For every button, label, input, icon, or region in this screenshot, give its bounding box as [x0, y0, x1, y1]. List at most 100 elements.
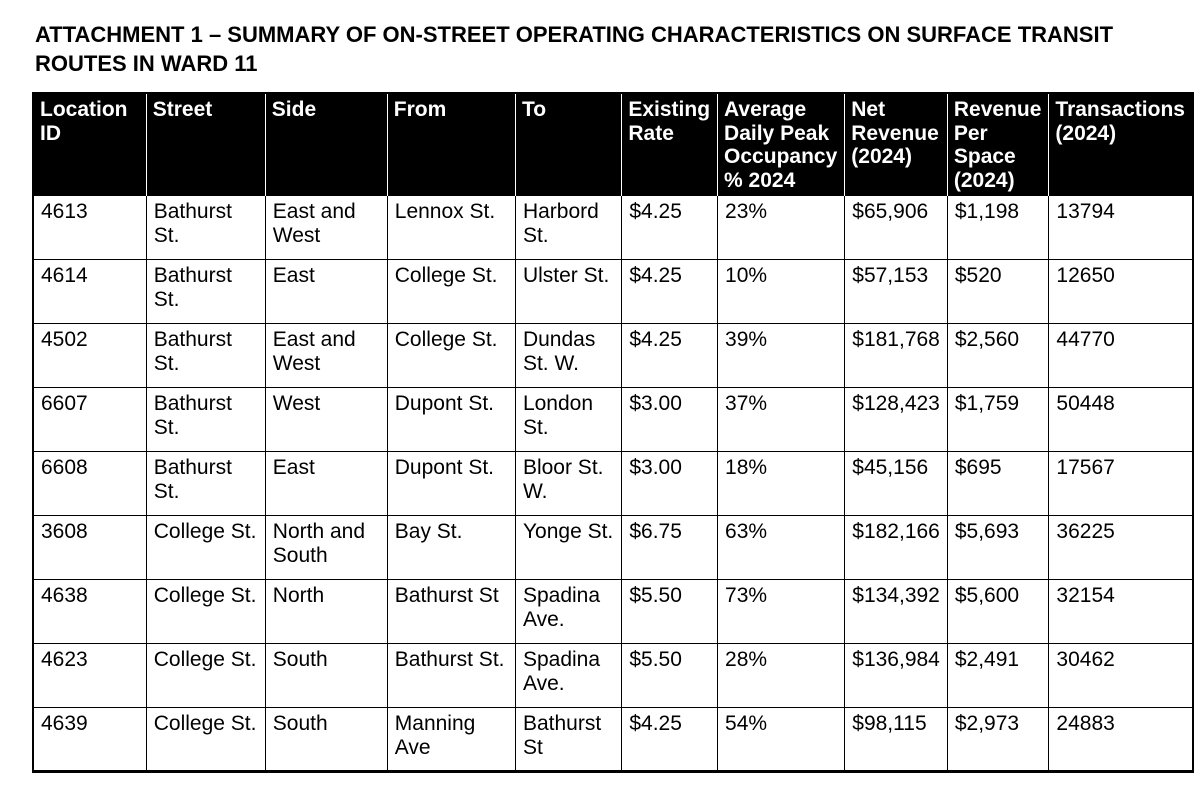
- cell-transactions: 30462: [1048, 643, 1194, 709]
- column-header-to: To: [514, 93, 622, 196]
- cell-location-id: 4614: [32, 259, 147, 325]
- cell-avg-daily-peak-occupancy: 23%: [717, 195, 846, 261]
- table-row: 3608 College St. North and South Bay St. Yon…: [32, 515, 1194, 581]
- cell-to: Bloor St. W.: [514, 451, 623, 517]
- cell-street: Bathurst St.: [145, 323, 266, 389]
- table-header-row: Location ID Street Side From To Existing Rate…: [32, 93, 1193, 196]
- table-row: 4614 Bathurst St. East College St. Ulster St…: [32, 259, 1194, 325]
- table-row: 4638 College St. North Bathurst St Spadina A…: [32, 579, 1194, 645]
- cell-revenue-per-space: $520: [946, 259, 1050, 325]
- cell-street: Bathurst St.: [145, 451, 266, 517]
- cell-existing-rate: $5.50: [621, 579, 719, 645]
- cell-side: East: [264, 259, 388, 325]
- cell-existing-rate: $4.25: [621, 195, 719, 261]
- column-header-side: Side: [264, 93, 388, 196]
- column-header-street: Street: [145, 93, 266, 196]
- cell-transactions: 36225: [1048, 515, 1194, 581]
- cell-existing-rate: $6.75: [621, 515, 719, 581]
- cell-street: Bathurst St.: [145, 259, 266, 325]
- cell-from: Dupont St.: [386, 451, 516, 517]
- cell-to: Dundas St. W.: [514, 323, 623, 389]
- column-header-existing-rate: Existing Rate: [621, 93, 718, 196]
- cell-to: Spadina Ave.: [514, 579, 623, 645]
- cell-existing-rate: $3.00: [621, 387, 719, 453]
- cell-side: South: [264, 643, 388, 709]
- cell-location-id: 3608: [32, 515, 147, 581]
- cell-net-revenue: $98,115: [844, 707, 948, 773]
- cell-net-revenue: $128,423: [844, 387, 948, 453]
- cell-location-id: 4613: [32, 195, 147, 261]
- cell-transactions: 13794: [1048, 195, 1194, 261]
- cell-avg-daily-peak-occupancy: 18%: [717, 451, 846, 517]
- cell-avg-daily-peak-occupancy: 54%: [717, 707, 846, 773]
- cell-street: Bathurst St.: [145, 195, 266, 261]
- table-row: 4639 College St. South Manning Ave Bathurst …: [32, 707, 1194, 773]
- cell-revenue-per-space: $2,973: [946, 707, 1050, 773]
- cell-revenue-per-space: $1,759: [946, 387, 1050, 453]
- cell-avg-daily-peak-occupancy: 37%: [717, 387, 846, 453]
- cell-from: Dupont St.: [386, 387, 516, 453]
- cell-from: Bay St.: [386, 515, 516, 581]
- cell-transactions: 12650: [1048, 259, 1194, 325]
- cell-side: South: [264, 707, 388, 773]
- cell-transactions: 24883: [1048, 707, 1194, 773]
- cell-avg-daily-peak-occupancy: 28%: [717, 643, 846, 709]
- cell-location-id: 4638: [32, 579, 147, 645]
- cell-to: London St.: [514, 387, 623, 453]
- cell-net-revenue: $136,984: [844, 643, 948, 709]
- column-header-location-id: Location ID: [32, 93, 147, 196]
- cell-side: West: [264, 387, 388, 453]
- cell-existing-rate: $4.25: [621, 323, 719, 389]
- cell-to: Bathurst St: [514, 707, 623, 773]
- cell-revenue-per-space: $695: [946, 451, 1050, 517]
- summary-table: Location ID Street Side From To Existing Rate…: [32, 92, 1194, 774]
- cell-net-revenue: $45,156: [844, 451, 948, 517]
- cell-existing-rate: $4.25: [621, 259, 719, 325]
- page-title: ATTACHMENT 1 – SUMMARY OF ON-STREET OPER…: [35, 22, 1114, 77]
- table-row: 6608 Bathurst St. East Dupont St. Bloor St. …: [32, 451, 1194, 517]
- cell-transactions: 32154: [1048, 579, 1194, 645]
- cell-from: College St.: [386, 259, 516, 325]
- cell-street: College St.: [145, 643, 266, 709]
- cell-to: Spadina Ave.: [514, 643, 623, 709]
- table-row: 4623 College St. South Bathurst St. Spadina …: [32, 643, 1194, 709]
- cell-from: Lennox St.: [386, 195, 516, 261]
- cell-existing-rate: $3.00: [621, 451, 719, 517]
- cell-avg-daily-peak-occupancy: 73%: [717, 579, 846, 645]
- cell-transactions: 50448: [1048, 387, 1194, 453]
- cell-to: Yonge St.: [514, 515, 623, 581]
- column-header-transactions: Transactions (2024): [1048, 93, 1193, 196]
- table-header: Location ID Street Side From To Existing Rate…: [32, 93, 1193, 196]
- cell-transactions: 17567: [1048, 451, 1194, 517]
- cell-avg-daily-peak-occupancy: 63%: [717, 515, 846, 581]
- cell-location-id: 4502: [32, 323, 147, 389]
- cell-street: College St.: [145, 579, 266, 645]
- cell-avg-daily-peak-occupancy: 39%: [717, 323, 846, 389]
- cell-side: East: [264, 451, 388, 517]
- cell-side: North: [264, 579, 388, 645]
- column-header-revenue-per-space: Revenue Per Space (2024): [946, 93, 1049, 196]
- cell-location-id: 6608: [32, 451, 147, 517]
- cell-street: Bathurst St.: [145, 387, 266, 453]
- cell-net-revenue: $134,392: [844, 579, 948, 645]
- cell-net-revenue: $181,768: [844, 323, 948, 389]
- cell-location-id: 4639: [32, 707, 147, 773]
- cell-from: Bathurst St.: [386, 643, 516, 709]
- cell-from: Bathurst St: [386, 579, 516, 645]
- cell-net-revenue: $57,153: [844, 259, 948, 325]
- cell-street: College St.: [145, 707, 266, 773]
- cell-revenue-per-space: $5,600: [946, 579, 1050, 645]
- cell-side: North and South: [264, 515, 388, 581]
- table-row: 4613 Bathurst St. East and West Lennox St. H…: [32, 195, 1194, 261]
- column-header-net-revenue: Net Revenue (2024): [844, 93, 948, 196]
- cell-net-revenue: $65,906: [844, 195, 948, 261]
- table-body: 4613 Bathurst St. East and West Lennox St. H…: [32, 195, 1194, 773]
- cell-side: East and West: [264, 323, 388, 389]
- column-header-from: From: [386, 93, 516, 196]
- cell-transactions: 44770: [1048, 323, 1194, 389]
- cell-location-id: 4623: [32, 643, 147, 709]
- cell-to: Harbord St.: [514, 195, 623, 261]
- cell-revenue-per-space: $1,198: [946, 195, 1050, 261]
- cell-revenue-per-space: $5,693: [946, 515, 1050, 581]
- document-page: ATTACHMENT 1 – SUMMARY OF ON-STREET OPER…: [0, 20, 1194, 801]
